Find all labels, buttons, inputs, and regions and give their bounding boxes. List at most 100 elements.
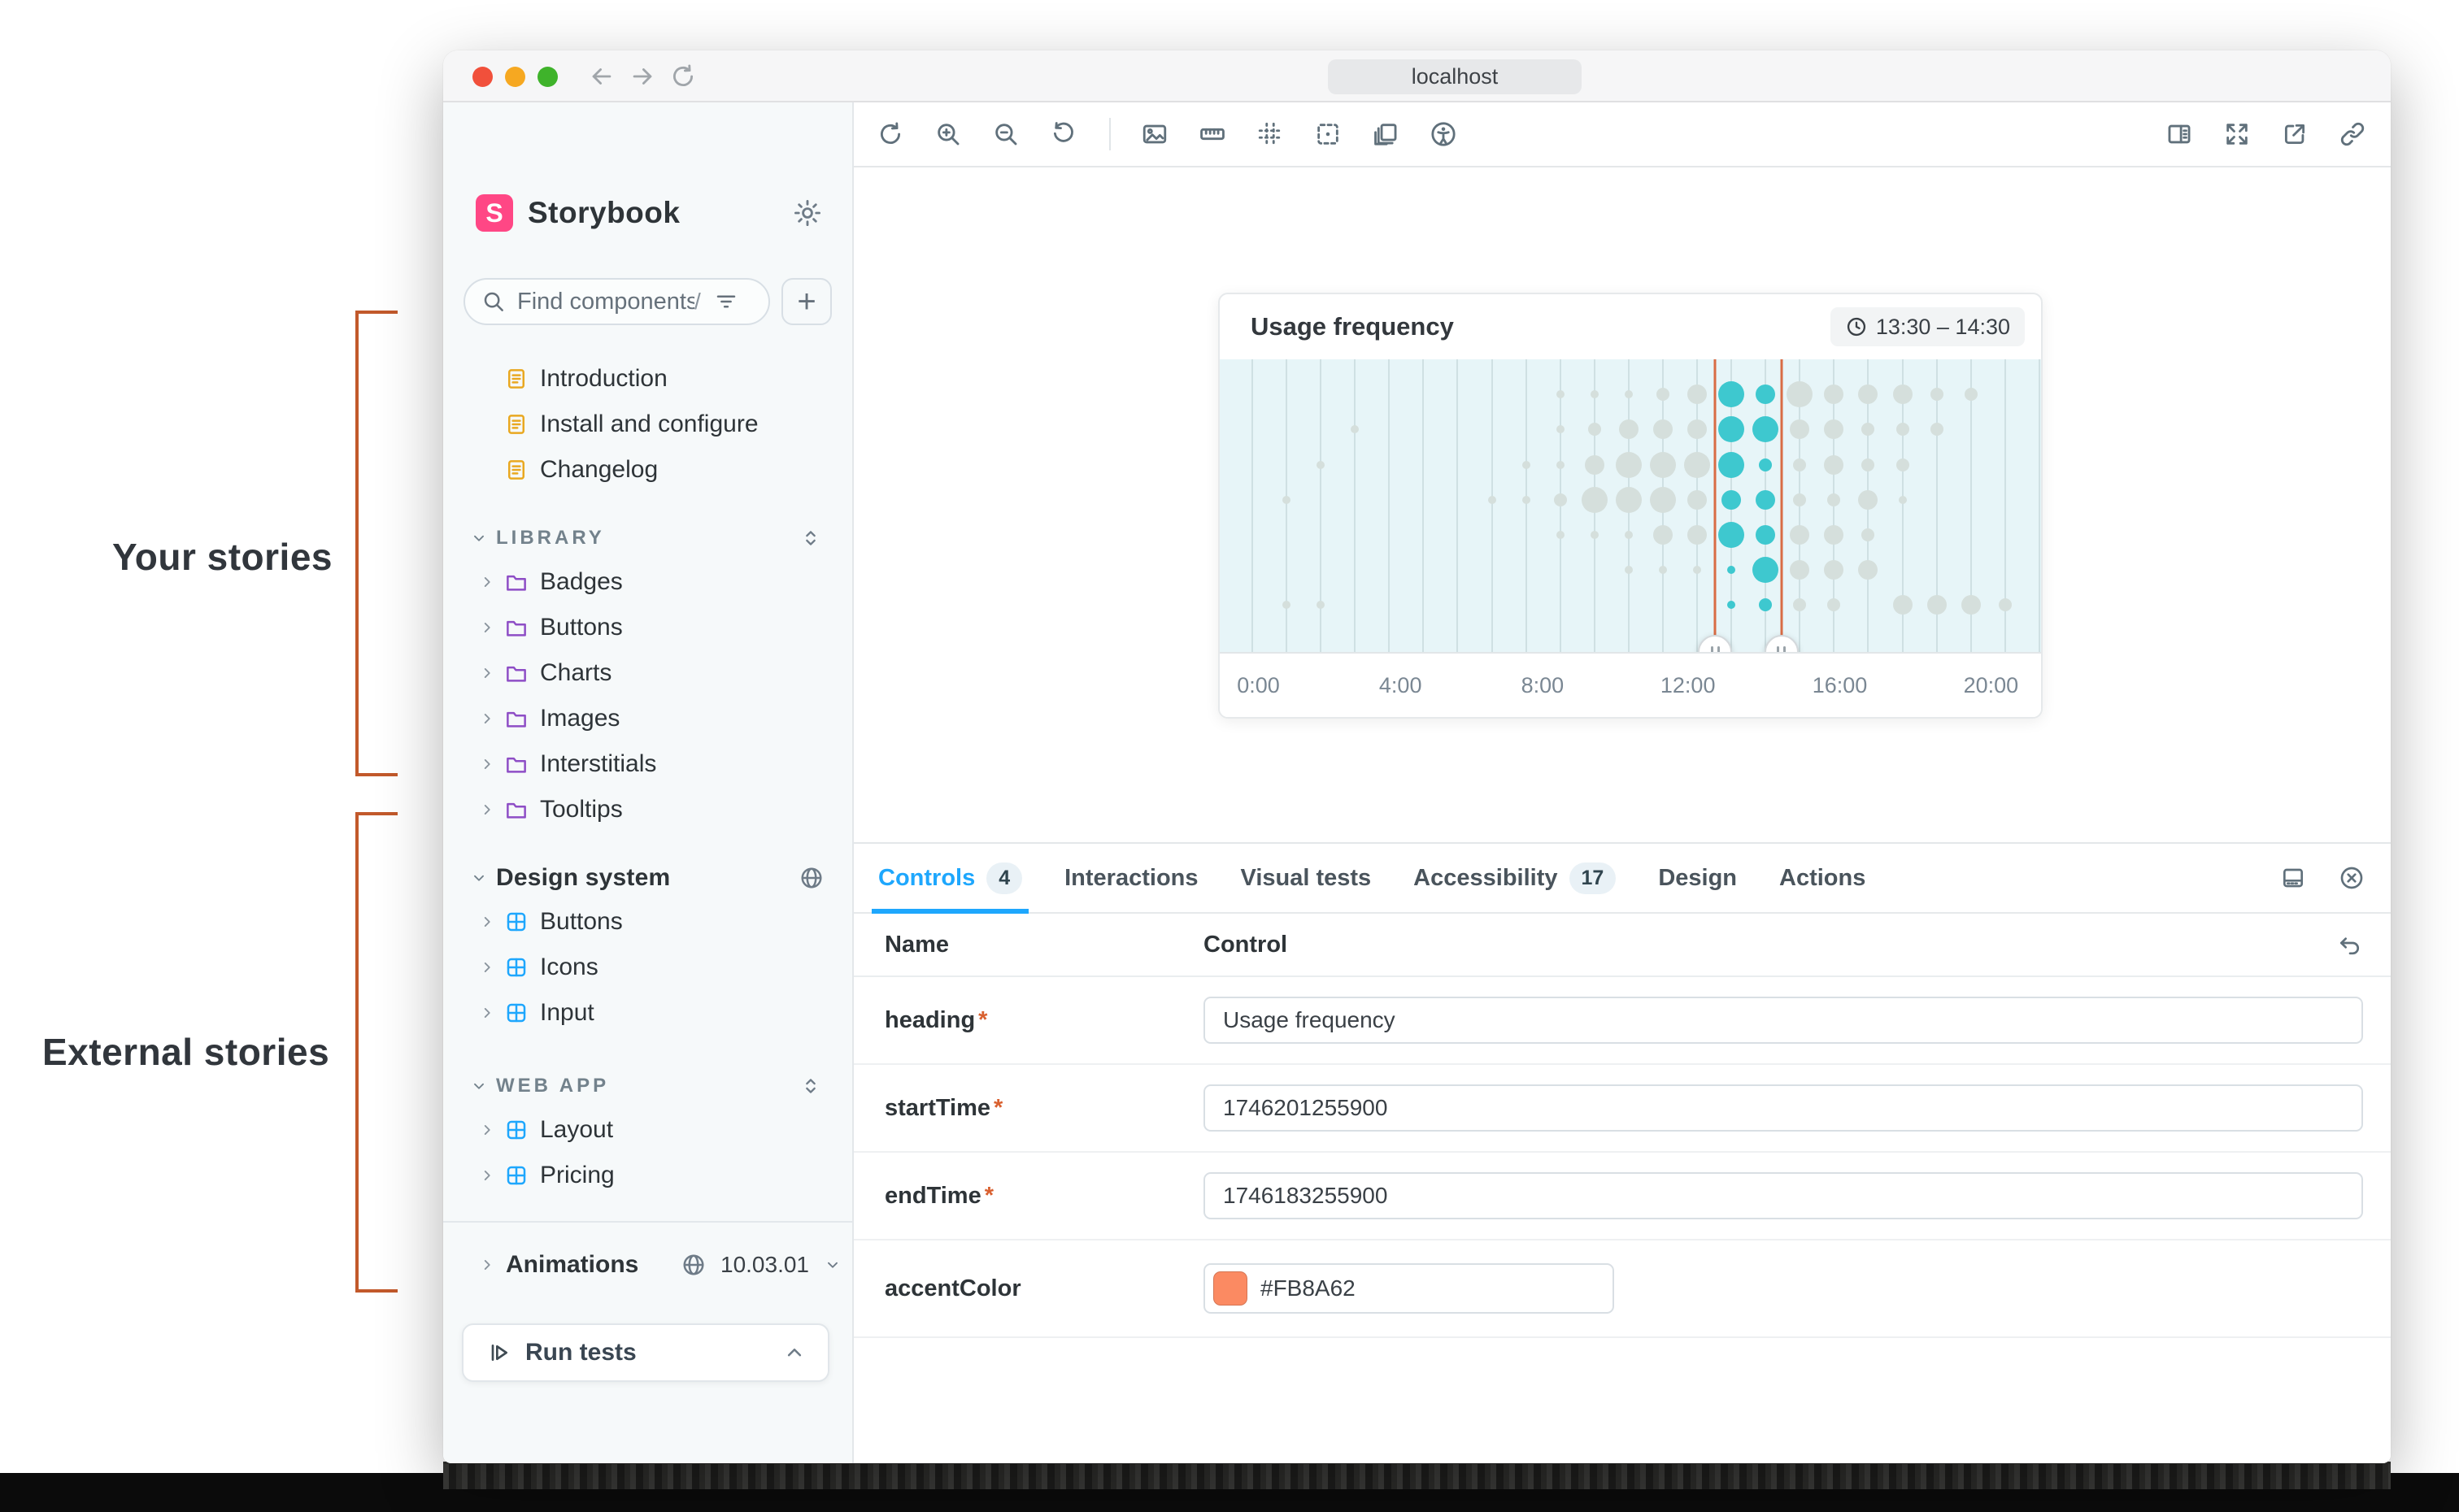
bubble [1721, 489, 1742, 510]
bubble [1556, 390, 1565, 399]
minimize-window-button[interactable] [505, 67, 525, 87]
sidebar-item-tooltips[interactable]: Tooltips [443, 787, 852, 832]
required-asterisk: * [978, 1006, 988, 1033]
sidebar-item-buttons[interactable]: Buttons [443, 899, 852, 945]
zoom-reset-icon[interactable] [1050, 120, 1077, 148]
remount-icon[interactable] [877, 120, 904, 148]
panel-position-icon[interactable] [2280, 865, 2306, 891]
selection-start-handle[interactable] [1698, 635, 1733, 652]
chevron-down-icon[interactable] [824, 1256, 842, 1274]
tab-interactions[interactable]: Interactions [1064, 844, 1198, 912]
heading-input[interactable] [1203, 997, 2363, 1044]
outline-icon[interactable] [1314, 120, 1342, 148]
selection-start-line [1713, 359, 1717, 652]
gear-icon[interactable] [792, 198, 823, 228]
selection-end-line [1780, 359, 1783, 652]
panel-right-icon[interactable] [2165, 120, 2193, 148]
globe-icon[interactable] [799, 866, 824, 890]
chevron-right-icon [484, 917, 490, 927]
sidebar-item-introduction[interactable]: Introduction [443, 356, 852, 402]
endTime-input[interactable] [1203, 1172, 2363, 1219]
search-input[interactable] [517, 288, 694, 315]
tab-actions[interactable]: Actions [1779, 844, 1865, 912]
brand-title: Storybook [528, 196, 681, 229]
bubble [1615, 451, 1642, 478]
sidebar-item-pricing[interactable]: Pricing [443, 1153, 852, 1198]
bubble [1861, 528, 1875, 541]
sidebar-ref-animations[interactable]: Animations 10.03.01 [443, 1242, 852, 1288]
link-icon[interactable] [2339, 120, 2366, 148]
chevron-right-icon [484, 1171, 490, 1180]
color-swatch[interactable] [1213, 1271, 1247, 1306]
sidebar-item-input[interactable]: Input [443, 990, 852, 1036]
item-label: Badges [540, 568, 623, 595]
bubble [1790, 560, 1810, 580]
close-panel-icon[interactable] [2339, 865, 2365, 891]
bubble [1793, 493, 1807, 506]
reload-icon[interactable] [669, 63, 697, 90]
search-shortcut-hint: / [694, 289, 701, 314]
zoom-reset-icon [1053, 122, 1073, 142]
bubble [1895, 423, 1909, 437]
time-range-text: 13:30 – 14:30 [1875, 314, 2010, 339]
sidebar-item-interstitials[interactable]: Interstitials [443, 741, 852, 787]
bubble [1587, 423, 1601, 437]
accessibility-icon[interactable] [1430, 120, 1457, 148]
globe-icon [683, 1254, 704, 1275]
forward-icon[interactable] [629, 63, 656, 90]
sidebar-item-layout[interactable]: Layout [443, 1107, 852, 1153]
zoom-in-icon[interactable] [934, 120, 962, 148]
bubble [1858, 489, 1878, 510]
startTime-input[interactable] [1203, 1084, 2363, 1132]
control-name: endTime * [885, 1182, 994, 1209]
sidebar-item-icons[interactable]: Icons [443, 945, 852, 990]
column-header-control: Control [1203, 931, 1288, 958]
sidebar-item-images[interactable]: Images [443, 696, 852, 741]
run-tests-button[interactable]: Run tests [462, 1323, 829, 1382]
bubble [1684, 451, 1711, 478]
bubble [1892, 595, 1913, 615]
background-icon[interactable] [1141, 120, 1169, 148]
reset-controls-icon[interactable] [2337, 932, 2363, 958]
chevron-down-icon [828, 1262, 838, 1268]
tab-controls[interactable]: Controls 4 [871, 844, 1029, 914]
tab-accessibility[interactable]: Accessibility 17 [1413, 844, 1617, 912]
sidebar-section-web-app[interactable]: WEB APP [443, 1065, 852, 1107]
bubble [1756, 385, 1776, 405]
chevron-up-icon[interactable] [782, 1340, 807, 1365]
stacked-icon[interactable] [1372, 120, 1399, 148]
sidebar-item-charts[interactable]: Charts [443, 650, 852, 696]
tab-label: Design [1658, 864, 1737, 891]
open-new-tab-icon[interactable] [2281, 120, 2309, 148]
filter-icon[interactable] [714, 289, 738, 314]
fullscreen-icon[interactable] [2223, 120, 2251, 148]
selection-end-handle[interactable] [1764, 635, 1799, 652]
grid-icon[interactable] [1256, 120, 1284, 148]
expand-collapse-icon[interactable] [799, 1075, 822, 1097]
outline-icon [1317, 124, 1338, 145]
zoom-window-button[interactable] [537, 67, 558, 87]
gridline [1491, 359, 1493, 652]
sidebar-section-library[interactable]: LIBRARY [443, 517, 852, 559]
zoom-out-icon[interactable] [992, 120, 1020, 148]
sidebar-section-design-system[interactable]: Design system [443, 857, 852, 899]
accentColor-control[interactable]: #FB8A62 [1203, 1263, 1614, 1314]
grid-icon [1258, 122, 1282, 146]
search-field[interactable]: / [464, 278, 770, 325]
bubble [1590, 531, 1599, 539]
sidebar-item-badges[interactable]: Badges [443, 559, 852, 605]
bubble-plot [1220, 359, 2041, 652]
measure-icon[interactable] [1199, 120, 1226, 148]
address-bar[interactable]: localhost [1328, 59, 1582, 94]
sidebar-item-install-and-configure[interactable]: Install and configure [443, 402, 852, 447]
sidebar-item-buttons[interactable]: Buttons [443, 605, 852, 650]
expand-collapse-icon[interactable] [799, 527, 822, 550]
back-icon[interactable] [588, 63, 616, 90]
tab-visual-tests[interactable]: Visual tests [1241, 844, 1372, 912]
close-window-button[interactable] [472, 67, 493, 87]
folder-icon [504, 706, 529, 731]
chevron-right-icon [484, 1008, 490, 1018]
tab-design[interactable]: Design [1658, 844, 1737, 912]
create-story-button[interactable]: + [781, 278, 832, 325]
sidebar-item-changelog[interactable]: Changelog [443, 447, 852, 493]
